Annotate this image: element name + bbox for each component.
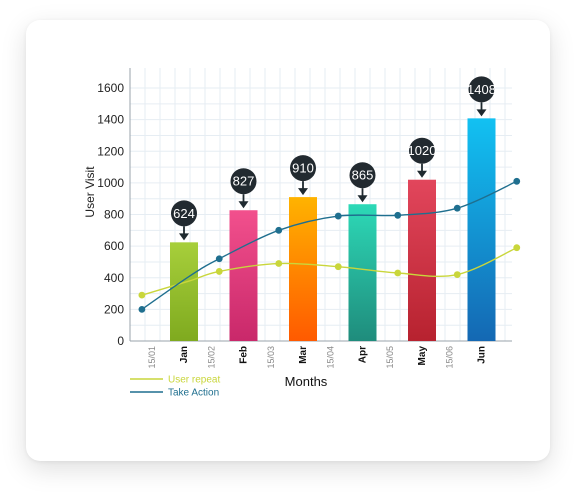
date-label: 15/03: [266, 346, 276, 369]
x-tick-label: Apr: [358, 346, 369, 363]
point-user-repeat: [334, 263, 342, 271]
bar-feb: [229, 210, 258, 341]
pin-arrow: [417, 170, 427, 178]
pin-circle: [409, 137, 435, 164]
y-tick-label: 1400: [97, 113, 124, 127]
date-label: 15/04: [326, 346, 336, 369]
y-tick-label: 800: [104, 208, 124, 222]
date-label: 15/06: [445, 346, 455, 369]
line-series: [138, 177, 521, 313]
point-user-repeat: [138, 291, 146, 299]
data-label: 624: [173, 206, 195, 221]
point-user-repeat: [275, 260, 283, 267]
bar-may: [408, 179, 436, 341]
bar-jan: [170, 242, 198, 341]
point-take-action: [334, 212, 342, 220]
pin-arrow: [179, 233, 189, 241]
bar-series: [170, 118, 496, 341]
pin-arrow: [357, 195, 368, 203]
data-label: 910: [292, 161, 314, 176]
value-pin: 827: [230, 168, 257, 209]
value-pin: 1020: [408, 137, 437, 178]
x-tick-label: Jan: [179, 346, 190, 363]
data-label: 827: [233, 174, 255, 189]
x-tick-label: Mar: [298, 346, 309, 364]
axis-labels: 0 200 400 600 800 1000 1200 1400 1600 Jan Feb Mar Ap…: [83, 81, 488, 389]
pin-circle: [349, 162, 376, 189]
pin-circle: [468, 76, 495, 103]
data-label: 1408: [467, 82, 496, 97]
pin-arrow: [238, 201, 249, 209]
data-label: 1020: [408, 143, 437, 158]
point-take-action: [215, 255, 223, 263]
legend-label: Take Action: [168, 388, 219, 399]
point-user-repeat: [394, 269, 402, 277]
date-label: 15/05: [385, 346, 395, 369]
y-tick-label: 200: [104, 302, 124, 316]
point-user-repeat: [215, 268, 223, 275]
x-tick-label: Jun: [477, 346, 488, 364]
point-take-action: [138, 305, 146, 313]
bar-mar: [289, 197, 317, 341]
data-label: 865: [352, 168, 374, 183]
point-take-action: [275, 226, 283, 234]
point-take-action: [453, 204, 461, 212]
value-pins: 624 827 910 865 1020 1408: [171, 76, 496, 241]
pin-circle: [230, 168, 257, 195]
value-pin: 1408: [467, 76, 496, 117]
point-user-repeat: [453, 271, 461, 278]
y-tick-label: 0: [117, 334, 124, 348]
legend: User repeat Take Action: [130, 375, 220, 399]
y-tick-label: 1200: [97, 144, 124, 158]
pin-circle: [290, 155, 316, 182]
y-axis-title: User Visit: [83, 166, 97, 218]
value-pin: 624: [171, 200, 197, 241]
y-tick-label: 400: [104, 271, 124, 285]
x-axis-title: Months: [285, 374, 328, 389]
y-tick-label: 600: [104, 239, 124, 253]
date-label: 15/02: [207, 346, 217, 369]
value-pin: 910: [290, 155, 316, 196]
x-tick-label: May: [417, 346, 428, 366]
chart-card: [26, 20, 550, 461]
point-take-action: [394, 211, 402, 219]
value-pin: 865: [349, 162, 376, 203]
bar-jun: [467, 118, 496, 341]
date-label: 15/01: [147, 346, 157, 369]
line-take-action: [141, 180, 518, 310]
x-tick-label: Feb: [239, 346, 250, 364]
pin-arrow: [298, 188, 308, 196]
bar-apr: [348, 204, 377, 341]
point-take-action: [513, 177, 521, 185]
pin-circle: [171, 200, 197, 227]
y-tick-label: 1000: [97, 176, 124, 190]
pin-arrow: [476, 109, 487, 117]
legend-label: User repeat: [168, 375, 220, 386]
point-user-repeat: [513, 244, 521, 252]
y-tick-label: 1600: [97, 81, 124, 95]
